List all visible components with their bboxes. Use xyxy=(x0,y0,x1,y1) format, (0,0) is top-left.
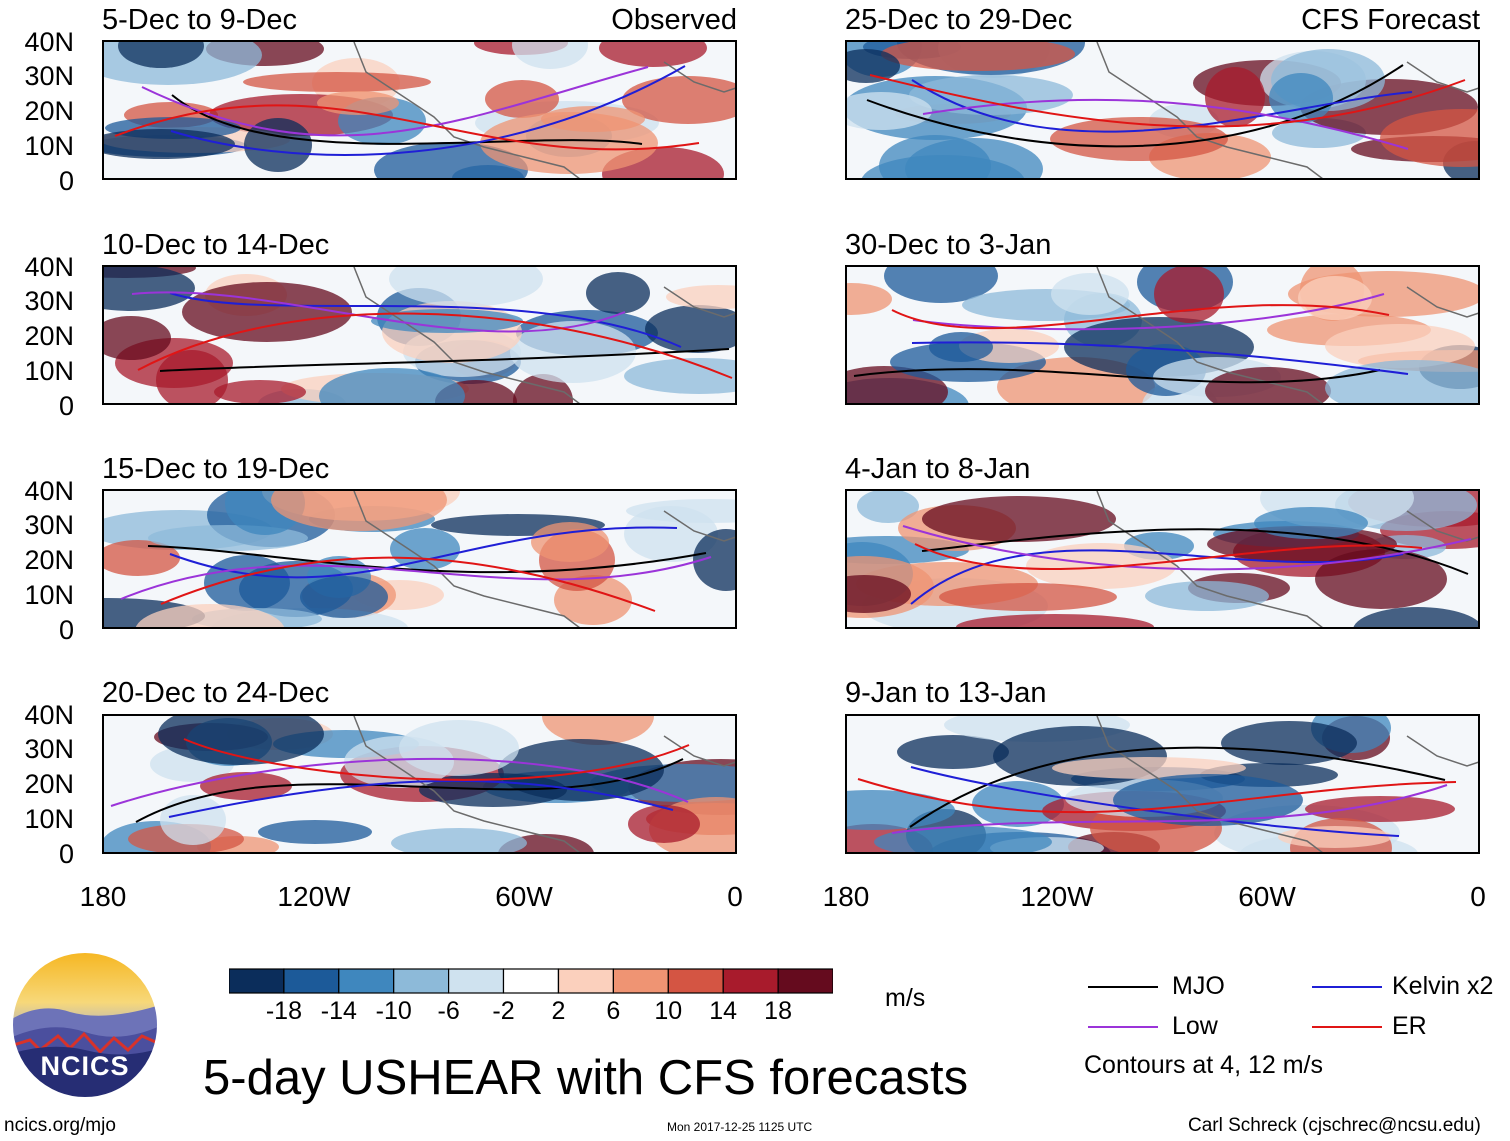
lon-label: 120W xyxy=(277,881,351,912)
colorbar-swatches xyxy=(229,968,833,994)
lat-label: 0 xyxy=(58,839,74,869)
lat-label: 0 xyxy=(58,615,74,645)
colorbar-swatch xyxy=(722,968,779,994)
lon-label: 60W xyxy=(1238,881,1296,912)
colorbar-tick-label: -2 xyxy=(492,997,515,1025)
lon-label: 0 xyxy=(727,881,743,912)
colorbar-tick-label: -18 xyxy=(265,997,302,1025)
colorbar-swatch xyxy=(229,968,285,994)
lat-label: 0 xyxy=(58,391,74,421)
map-panel-fc-4 xyxy=(845,714,1480,854)
lon-label: 120W xyxy=(1020,881,1094,912)
legend-line-low xyxy=(1088,1026,1158,1028)
map-panel-obs-3 xyxy=(102,489,737,629)
ncics-logo: NCICS xyxy=(10,950,160,1100)
lat-label: 30N xyxy=(24,61,74,91)
product-title: 5-day USHEAR with CFS forecasts xyxy=(203,1051,969,1105)
colorbar-swatch xyxy=(283,968,340,994)
colorbar-tick-label: -6 xyxy=(437,997,460,1025)
lat-label: 10N xyxy=(24,131,74,161)
colorbar-tick-label: -10 xyxy=(375,997,412,1025)
panel-title-obs-2: 10-Dec to 14-Dec xyxy=(102,229,330,261)
legend-label-er: ER xyxy=(1392,1012,1427,1040)
lon-label: 180 xyxy=(79,881,127,912)
legend-line-mjo xyxy=(1088,986,1158,988)
colorbar-tick-label: 18 xyxy=(764,997,792,1025)
lat-label: 0 xyxy=(58,166,74,196)
lat-label: 20N xyxy=(24,769,74,799)
lat-label: 20N xyxy=(24,545,74,575)
colorbar-swatch xyxy=(393,968,450,994)
panel-title-fc-3: 4-Jan to 8-Jan xyxy=(845,453,1031,485)
footer-timestamp: Mon 2017-12-25 1125 UTC xyxy=(667,1120,813,1134)
colorbar-swatch xyxy=(338,968,395,994)
legend-label-low: Low xyxy=(1172,1012,1218,1040)
colorbar-tick-label: 10 xyxy=(654,997,683,1025)
panel-title-obs-3: 15-Dec to 19-Dec xyxy=(102,453,330,485)
lat-label: 40N xyxy=(24,476,74,506)
colorbar-swatch xyxy=(448,968,505,994)
panel-title-fc-1: 25-Dec to 29-Dec xyxy=(845,4,1073,36)
legend-label-kelvin: Kelvin x2 xyxy=(1392,972,1494,1000)
legend-line-kelvin xyxy=(1312,986,1382,988)
map-panel-obs-1 xyxy=(102,40,737,180)
observed-label: Observed xyxy=(611,4,737,36)
lat-label: 40N xyxy=(24,700,74,730)
legend-label-mjo: MJO xyxy=(1172,972,1225,1000)
colorbar-swatch xyxy=(777,968,833,994)
colorbar-tick-label: -14 xyxy=(320,997,357,1025)
lon-label: 180 xyxy=(822,881,870,912)
lat-label: 20N xyxy=(24,96,74,126)
lat-label: 40N xyxy=(24,252,74,282)
colorbar-swatch xyxy=(557,968,615,994)
colorbar-tick-label: 6 xyxy=(606,997,621,1025)
logo-text: NCICS xyxy=(40,1051,129,1081)
panel-title-obs-1: 5-Dec to 9-Dec xyxy=(102,4,298,36)
lat-label: 10N xyxy=(24,356,74,386)
lat-label: 20N xyxy=(24,321,74,351)
colorbar-swatch xyxy=(667,968,724,994)
contour-note: Contours at 4, 12 m/s xyxy=(1084,1051,1324,1079)
map-panel-fc-1 xyxy=(845,40,1480,180)
panel-title-obs-4: 20-Dec to 24-Dec xyxy=(102,677,330,709)
panel-title-fc-4: 9-Jan to 13-Jan xyxy=(845,677,1047,709)
lon-label: 0 xyxy=(1470,881,1486,912)
legend-line-er xyxy=(1312,1026,1382,1028)
footer-url[interactable]: ncics.org/mjo xyxy=(4,1115,116,1136)
map-panel-obs-4 xyxy=(102,714,737,854)
lat-label: 30N xyxy=(24,734,74,764)
colorbar-units: m/s xyxy=(885,984,926,1012)
map-panel-fc-3 xyxy=(845,489,1480,629)
lon-label: 60W xyxy=(495,881,553,912)
panel-title-fc-2: 30-Dec to 3-Jan xyxy=(845,229,1052,261)
lat-label: 10N xyxy=(24,580,74,610)
colorbar-tick-label: 2 xyxy=(551,997,566,1025)
colorbar-tick-label: 14 xyxy=(709,997,738,1025)
map-panel-fc-2 xyxy=(845,265,1480,405)
forecast-label: CFS Forecast xyxy=(1301,4,1480,36)
colorbar-swatch xyxy=(612,968,669,994)
lat-label: 10N xyxy=(24,804,74,834)
map-panel-obs-2 xyxy=(102,265,737,405)
lat-label: 30N xyxy=(24,286,74,316)
lat-label: 30N xyxy=(24,510,74,540)
colorbar-swatch xyxy=(502,968,560,994)
footer-credit: Carl Schreck (cjschrec@ncsu.edu) xyxy=(1188,1115,1481,1136)
lat-label: 40N xyxy=(24,27,74,57)
